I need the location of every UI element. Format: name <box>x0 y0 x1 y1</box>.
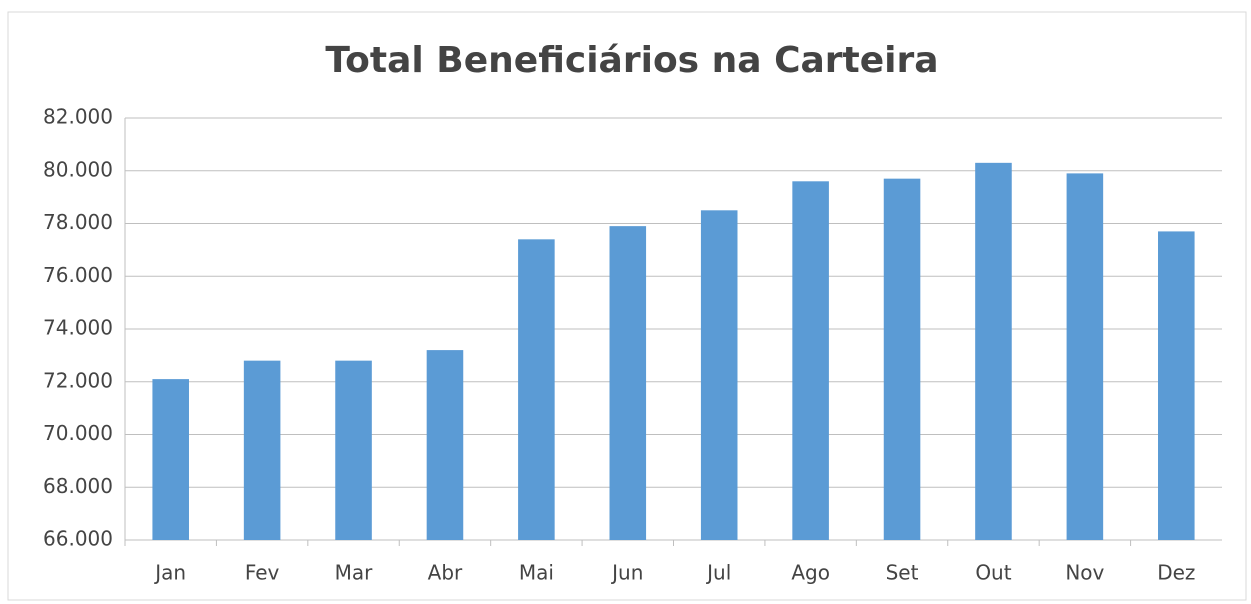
bar <box>883 178 921 540</box>
bar <box>335 360 372 540</box>
bar <box>1066 173 1104 540</box>
x-tick-label: Out <box>975 561 1011 585</box>
x-tick-label: Abr <box>428 561 463 585</box>
x-tick-label: Fev <box>245 561 280 585</box>
y-tick-label: 70.000 <box>43 421 113 445</box>
x-tick-label: Mai <box>519 561 554 585</box>
bar <box>426 350 464 540</box>
x-tick-label: Set <box>886 561 919 585</box>
bar <box>700 210 738 540</box>
y-tick-label: 76.000 <box>43 263 113 287</box>
x-tick-label: Nov <box>1065 561 1104 585</box>
bar <box>152 379 189 540</box>
y-tick-label: 78.000 <box>43 210 113 234</box>
y-tick-label: 66.000 <box>43 527 113 551</box>
x-tick-label: Mar <box>335 561 374 585</box>
y-tick-label: 68.000 <box>43 474 113 498</box>
y-tick-label: 80.000 <box>43 157 113 181</box>
bar <box>609 226 647 540</box>
bar <box>518 239 555 540</box>
bar <box>975 162 1012 540</box>
x-tick-label: Jul <box>705 561 731 585</box>
x-tick-label: Dez <box>1157 561 1195 585</box>
y-tick-label: 74.000 <box>43 316 113 340</box>
x-tick-label: Jun <box>610 561 643 585</box>
x-tick-label: Jan <box>153 561 186 585</box>
bar <box>792 181 829 541</box>
x-tick-label: Ago <box>791 561 830 585</box>
y-tick-label: 72.000 <box>43 368 113 392</box>
bar <box>243 360 281 540</box>
bar <box>1158 231 1195 540</box>
y-tick-label: 82.000 <box>43 105 113 129</box>
chart-title: Total Beneficiários na Carteira <box>325 40 938 81</box>
